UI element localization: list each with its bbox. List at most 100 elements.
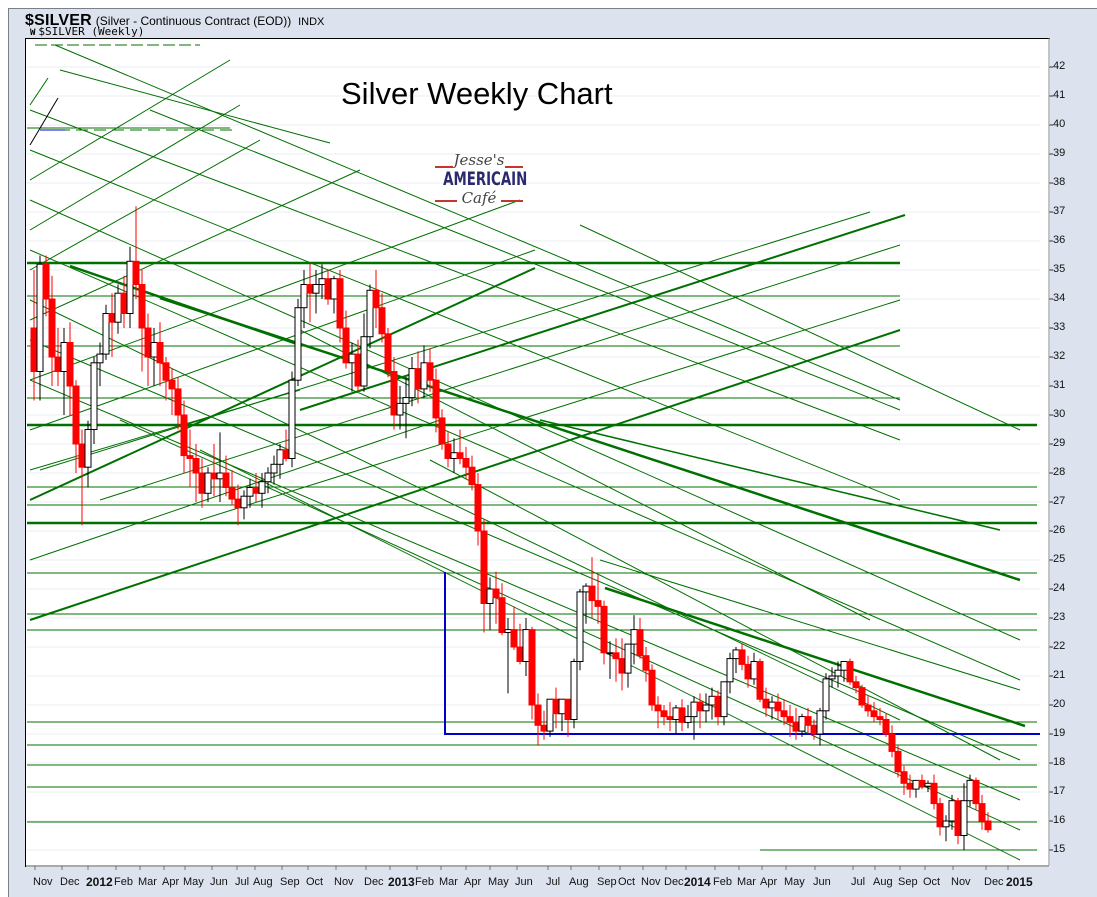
- candle-down: [192, 458, 200, 474]
- trend-stroke: [29, 77, 49, 106]
- x-tick-label: May: [183, 876, 204, 888]
- candle-down: [666, 716, 674, 720]
- y-tick-label: 23: [1053, 611, 1066, 623]
- y-tick-label: 40: [1053, 118, 1066, 130]
- candle-up: [366, 289, 374, 338]
- trendline: [29, 249, 1021, 681]
- trendline: [159, 296, 1021, 582]
- candle-down: [540, 724, 548, 732]
- candle-up: [924, 782, 932, 787]
- trendline: [119, 419, 1021, 831]
- candle-down: [372, 289, 380, 309]
- candle-down: [876, 716, 884, 720]
- trendline: [54, 44, 901, 401]
- candle-up: [330, 278, 338, 300]
- trendline: [539, 419, 1001, 531]
- candle-down: [222, 472, 230, 488]
- candle-down: [498, 597, 506, 634]
- candle-down: [852, 681, 860, 689]
- candle-up: [672, 707, 680, 721]
- candle-down: [144, 327, 152, 358]
- y-tick-label: 34: [1053, 292, 1066, 304]
- logo-stripe: [501, 200, 523, 202]
- americain-cafe-logo: Jesse's AMERICAIN Café: [433, 152, 527, 222]
- candle-down: [864, 704, 872, 712]
- candle-down: [30, 327, 38, 372]
- candle-down: [516, 646, 524, 662]
- trendline: [29, 267, 536, 501]
- y-tick-label: 19: [1053, 727, 1066, 739]
- candle-down: [72, 385, 80, 445]
- x-tick-label: May: [488, 876, 509, 888]
- candle-up: [720, 681, 728, 718]
- candle-down: [474, 484, 482, 532]
- x-tick-label: Dec: [364, 876, 384, 888]
- candle-up: [126, 260, 134, 314]
- candle-down: [762, 698, 770, 709]
- candle-up: [816, 710, 824, 735]
- x-tick-label: Feb: [114, 876, 133, 888]
- candle-down: [390, 371, 398, 416]
- candle-down: [858, 687, 866, 706]
- x-tick-label: 2013: [388, 875, 415, 889]
- candle-down: [978, 803, 986, 822]
- y-tick-label: 28: [1053, 466, 1066, 478]
- candle-down: [714, 695, 722, 718]
- support-line-19: [444, 572, 1040, 735]
- x-tick-label: Oct: [618, 876, 636, 888]
- candle-up: [606, 652, 614, 655]
- y-tick-label: 21: [1053, 669, 1066, 681]
- candle-up: [150, 342, 158, 358]
- candle-up: [684, 716, 692, 723]
- candle-down: [936, 803, 944, 828]
- candle-up: [834, 669, 842, 677]
- x-tick-label: Apr: [162, 876, 180, 888]
- candle-up: [450, 452, 458, 460]
- symbol-label: $SILVER: [25, 12, 92, 29]
- candle-down: [174, 388, 182, 416]
- x-tick-label: Jun: [210, 876, 228, 888]
- trendline: [99, 244, 901, 501]
- trendline: [429, 459, 1001, 761]
- x-tick-label: Jul: [235, 876, 250, 888]
- y-tick-label: 29: [1053, 437, 1066, 449]
- x-tick-label: Dec: [60, 876, 80, 888]
- candle-down: [168, 379, 176, 390]
- candle-down: [378, 307, 386, 335]
- trendline: [29, 59, 231, 181]
- candle-down: [384, 333, 392, 372]
- candle-down: [888, 733, 896, 752]
- trendline: [149, 109, 901, 411]
- y-tick-label: 22: [1053, 640, 1066, 652]
- candle-down: [804, 716, 812, 726]
- candle-up: [630, 629, 638, 645]
- candle-down: [432, 379, 440, 419]
- candle-down: [480, 530, 488, 604]
- y-tick-label: 39: [1053, 147, 1066, 159]
- candle-up: [768, 701, 776, 709]
- x-tick-label: Aug: [253, 876, 273, 888]
- candle-up: [912, 779, 920, 790]
- candle-down: [870, 710, 878, 718]
- candle-up: [798, 716, 806, 732]
- y-tick-label: 31: [1053, 379, 1066, 391]
- logo-stripe: [435, 166, 453, 168]
- candle-up: [114, 292, 122, 323]
- candle-up: [558, 698, 566, 715]
- candle-down: [342, 327, 350, 364]
- candle-down: [54, 356, 62, 372]
- x-tick-label: Jun: [813, 876, 831, 888]
- candle-up: [294, 307, 302, 381]
- symbol-description: (Silver - Continuous Contract (EOD)): [95, 14, 292, 28]
- y-tick-label: 27: [1053, 495, 1066, 507]
- candle-up: [504, 629, 512, 633]
- x-tick-label: Nov: [951, 876, 971, 888]
- trend-stroke: [29, 97, 59, 146]
- candle-down: [636, 629, 644, 657]
- candle-down: [324, 278, 332, 300]
- candle-down: [696, 701, 704, 712]
- candle-up: [102, 313, 110, 355]
- x-tick-label: Apr: [760, 876, 778, 888]
- candle-down: [774, 701, 782, 712]
- candle-up: [216, 472, 224, 480]
